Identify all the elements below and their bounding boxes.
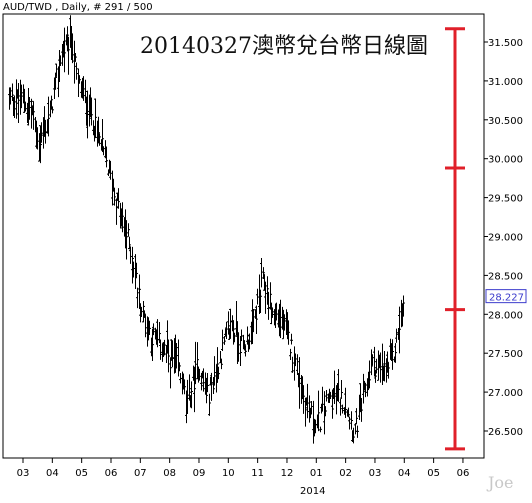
x-tick-label: 11 (251, 468, 264, 479)
x-tick-label: 06 (457, 468, 470, 479)
last-price-box (485, 289, 527, 304)
x-tick-label: 09 (193, 468, 206, 479)
x-tick-label: 04 (46, 468, 59, 479)
price-bars (8, 15, 405, 444)
x-tick-label: 06 (105, 468, 118, 479)
y-tick-label: 29.500 (488, 194, 523, 205)
last-price-label: 28.227 (489, 293, 524, 304)
x-tick-label: 05 (427, 468, 440, 479)
y-tick-label: 29.000 (488, 233, 523, 244)
x-tick-label: 12 (281, 468, 294, 479)
x-axis: 03 04 05 06 07 08 09 10 11 12 01 02 03 04 05 06 (17, 458, 470, 479)
measure-bracket (445, 27, 465, 451)
y-tick-label: 31.500 (488, 38, 523, 49)
chart-header: AUD/TWD , Daily, # 291 / 500 (3, 2, 153, 13)
last-price-marker: 28.227 (485, 289, 527, 304)
x-tick-label: 08 (163, 468, 176, 479)
x-tick-label: 01 (310, 468, 323, 479)
y-tick-label: 27.000 (488, 388, 523, 399)
y-tick-label: 30.500 (488, 116, 523, 127)
x-tick-label: 03 (369, 468, 382, 479)
x-tick-label: 03 (17, 468, 30, 479)
y-tick-label: 28.500 (488, 271, 523, 282)
x-tick-label: 02 (339, 468, 352, 479)
y-tick-label: 31.000 (488, 77, 523, 88)
watermark: Joe (486, 473, 514, 492)
x-tick-label: 04 (398, 468, 411, 479)
y-tick-label: 30.000 (488, 155, 523, 166)
y-tick-label: 26.500 (488, 427, 523, 438)
y-axis: 31.500 31.000 30.500 30.000 29.500 29.000 28.5… (484, 38, 523, 438)
y-tick-label: 28.000 (488, 310, 523, 321)
x-year-label: 2014 (300, 486, 325, 497)
x-tick-label: 10 (222, 468, 235, 479)
chart-title: 20140327澳幣兌台幣日線圖 (140, 34, 428, 59)
x-tick-label: 07 (134, 468, 147, 479)
y-tick-label: 27.500 (488, 349, 523, 360)
x-tick-label: 05 (75, 468, 88, 479)
